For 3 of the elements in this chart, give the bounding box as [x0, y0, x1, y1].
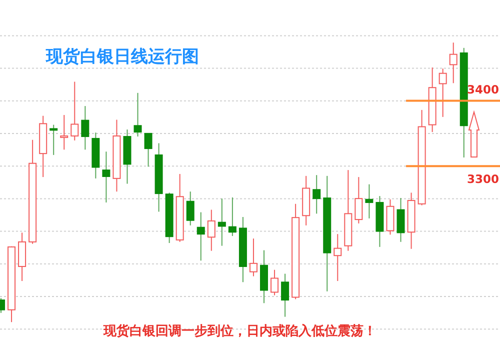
chart-title: 现货白银日线运行图: [45, 47, 199, 67]
annotation: 3300: [466, 172, 499, 186]
text: 现货白银回调一步到位，日内或陷入低位震荡！: [102, 323, 376, 339]
